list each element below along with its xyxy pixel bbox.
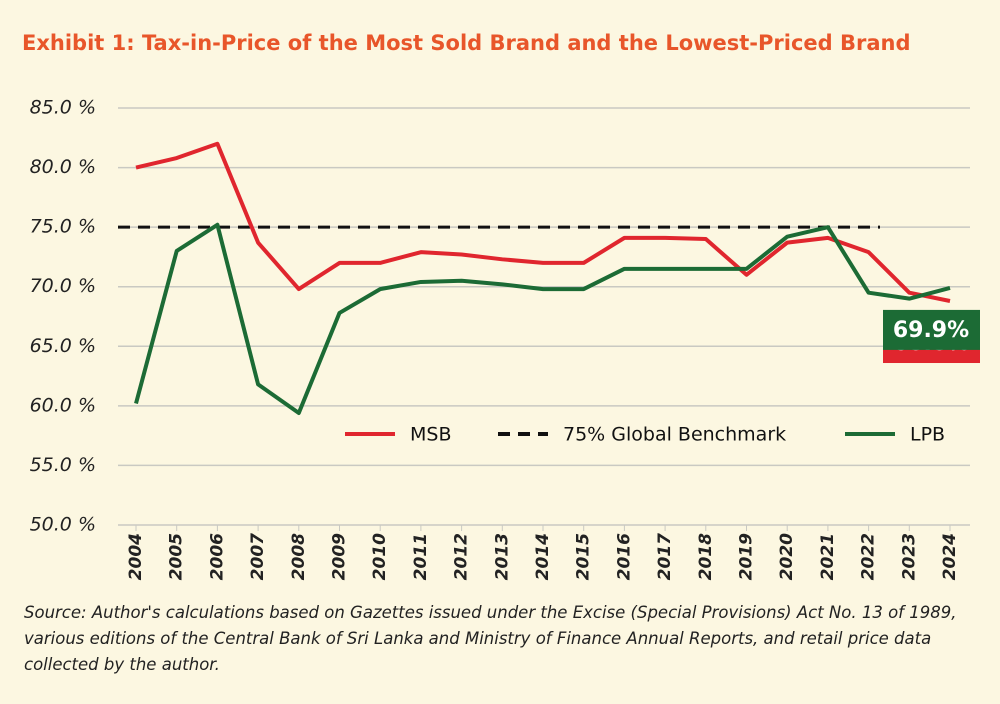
y-tick-label: 75.0 % [30,216,96,238]
x-tick-label: 2021 [818,533,838,580]
x-tick-label: 2008 [289,533,309,580]
x-tick-label: 2007 [248,533,268,580]
x-tick-label: 2020 [777,533,797,580]
x-tick-label: 2010 [370,533,390,580]
x-tick-label: 2011 [411,533,431,580]
legend-label: LPB [910,424,945,446]
series-line [134,222,951,416]
x-tick-label: 2019 [737,533,757,580]
x-tick-label: 2023 [899,533,919,580]
x-tick-label: 2015 [574,533,594,580]
y-tick-label: 80.0 % [30,156,96,178]
x-tick-label: 2018 [696,533,716,580]
x-tick-label: 2022 [859,533,879,580]
y-tick-label: 55.0 % [30,454,96,476]
series-line [135,141,951,303]
chart: Exhibit 1: Tax-in-Price of the Most Sold… [22,31,980,580]
x-tick-label: 2024 [940,533,960,580]
legend-label: MSB [410,424,452,446]
x-tick-label: 2013 [492,533,512,580]
x-tick-label: 2009 [330,533,350,580]
x-tick-label: 2004 [126,533,146,580]
y-tick-label: 50.0 % [30,514,96,536]
x-tick-label: 2005 [167,533,187,580]
x-tick-label: 2017 [655,533,675,580]
end-label-box [883,309,980,350]
x-tick-label: 2016 [614,533,634,580]
source-note: Source: Author's calculations based on G… [24,603,957,674]
y-tick-label: 65.0 % [30,335,96,357]
chart-title: Exhibit 1: Tax-in-Price of the Most Sold… [22,31,911,55]
x-tick-label: 2006 [207,533,227,580]
x-tick-label: 2014 [533,533,553,580]
y-tick-label: 60.0 % [30,394,96,416]
x-tick-label: 2012 [452,533,472,580]
end-label: 69.9% [893,318,969,343]
y-tick-label: 85.0 % [30,97,96,119]
y-tick-label: 70.0 % [30,275,96,297]
legend-label: 75% Global Benchmark [563,424,786,446]
